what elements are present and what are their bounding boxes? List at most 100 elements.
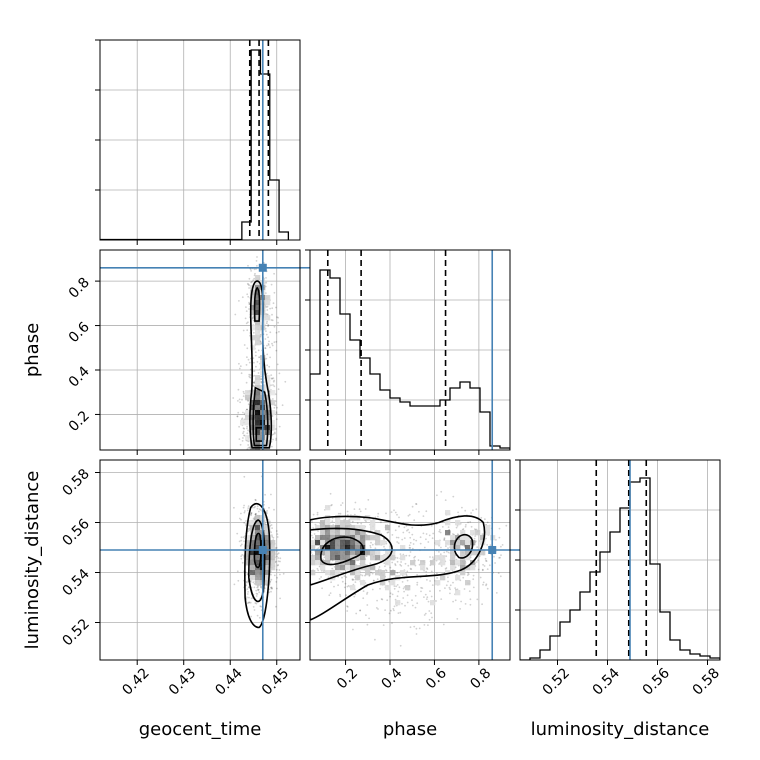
sample-point — [255, 365, 257, 368]
sample-point — [264, 347, 267, 350]
density-cell — [345, 530, 351, 536]
sample-point — [346, 585, 349, 588]
sample-point — [276, 406, 278, 409]
sample-point — [307, 542, 309, 544]
sample-point — [408, 547, 411, 549]
sample-point — [275, 340, 278, 343]
sample-point — [275, 411, 278, 413]
sample-point — [272, 384, 274, 386]
sample-point — [406, 594, 409, 597]
panel-grid-0-0 — [100, 40, 300, 240]
sample-point — [352, 628, 354, 631]
sample-point — [411, 526, 414, 529]
sample-point — [277, 557, 280, 559]
density-cell — [335, 545, 341, 551]
sample-point — [264, 493, 266, 496]
sample-point — [296, 575, 298, 577]
sample-point — [475, 528, 478, 531]
sample-point — [438, 563, 440, 565]
x-tick-label: 0.8 — [467, 665, 494, 692]
sample-point — [250, 454, 252, 456]
density-cell — [335, 560, 341, 566]
panel-frame-2-1 — [309, 459, 511, 661]
density-cell — [440, 575, 446, 581]
sample-point — [274, 432, 276, 435]
sample-point — [403, 586, 406, 588]
sample-point — [264, 451, 266, 453]
sample-point — [486, 521, 489, 524]
sample-point — [408, 531, 411, 534]
sample-point — [238, 517, 241, 520]
sample-point — [312, 536, 314, 539]
density-cell — [355, 535, 361, 541]
sample-point — [264, 292, 267, 294]
sample-point — [270, 531, 272, 534]
density-cell — [325, 545, 331, 551]
sample-point — [246, 440, 249, 442]
sample-point — [449, 592, 451, 595]
sample-point — [371, 543, 374, 546]
sample-point — [395, 585, 398, 588]
sample-point — [394, 563, 396, 565]
sample-point — [329, 492, 332, 495]
sample-point — [415, 503, 417, 505]
density-cell — [270, 420, 276, 426]
density-cell — [255, 385, 261, 391]
density-cell — [330, 535, 336, 541]
sample-point — [238, 438, 241, 440]
sample-point — [273, 431, 276, 434]
sample-point — [252, 381, 255, 384]
density-cell — [365, 570, 371, 576]
sample-point — [444, 568, 447, 570]
sample-point — [257, 588, 260, 591]
density-cell — [335, 555, 341, 561]
sample-point — [408, 513, 411, 516]
density-cell — [270, 555, 276, 561]
sample-point — [246, 602, 249, 605]
density-cell — [395, 600, 401, 606]
sample-point — [386, 531, 389, 534]
density-cell — [245, 435, 251, 441]
sample-point — [456, 525, 459, 527]
sample-point — [275, 605, 277, 608]
density-cell — [350, 570, 356, 576]
density-cell — [265, 575, 271, 581]
sample-point — [255, 513, 257, 515]
sample-point — [266, 305, 269, 308]
density-cell — [250, 575, 256, 581]
sample-point — [464, 525, 467, 528]
sample-point — [395, 536, 398, 539]
sample-point — [250, 597, 253, 600]
sample-point — [242, 329, 245, 332]
density-cell — [250, 295, 256, 301]
sample-point — [399, 563, 402, 566]
density-cell — [450, 535, 456, 541]
density-cell — [325, 505, 331, 511]
sample-point — [398, 525, 400, 528]
sample-point — [271, 445, 273, 448]
x-tick-label: 0.56 — [640, 665, 673, 698]
sample-point — [443, 551, 446, 554]
sample-point — [265, 281, 268, 284]
sample-point — [253, 361, 255, 364]
sample-point — [270, 374, 273, 376]
density-cell — [480, 535, 486, 541]
density-cell — [370, 565, 376, 571]
sample-point — [498, 536, 501, 539]
density-cell — [245, 545, 251, 551]
sample-point — [276, 576, 278, 579]
sample-point — [394, 564, 397, 567]
sample-point — [240, 539, 243, 542]
sample-point — [430, 524, 433, 527]
density-cell — [465, 580, 471, 586]
density-cell — [255, 300, 261, 306]
sample-point — [425, 598, 428, 600]
sample-point — [272, 380, 275, 383]
sample-point — [251, 463, 253, 465]
sample-point — [430, 612, 433, 615]
density-cell — [265, 295, 271, 301]
density-cell — [375, 555, 381, 561]
sample-point — [269, 451, 271, 453]
sample-point — [248, 375, 251, 378]
sample-point — [242, 437, 244, 439]
